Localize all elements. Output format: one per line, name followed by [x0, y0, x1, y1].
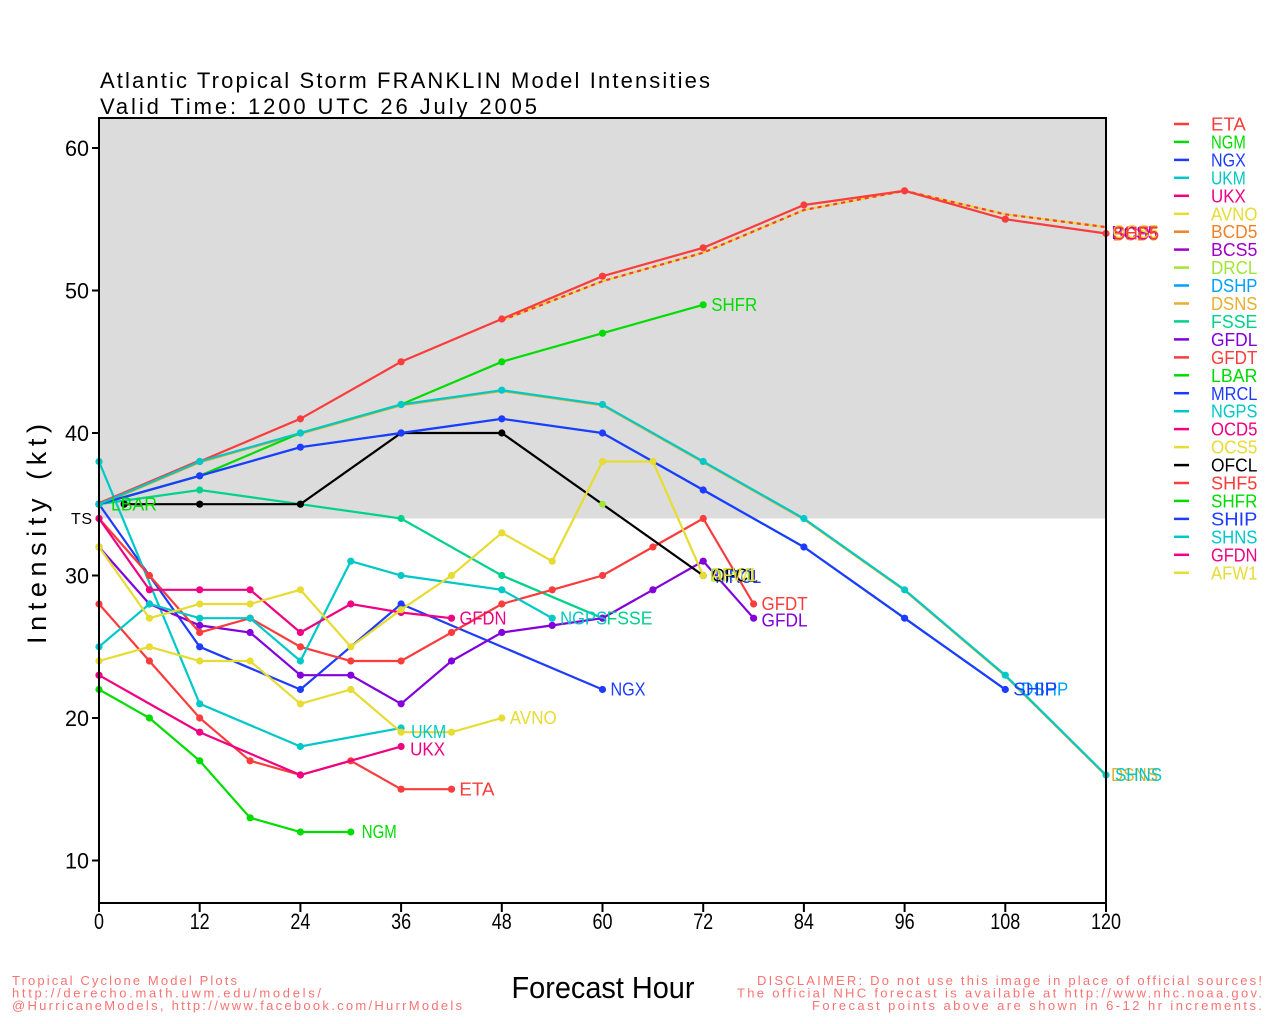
- svg-text:Forecast Hour: Forecast Hour: [512, 970, 695, 1005]
- svg-text:OCD5: OCD5: [1113, 223, 1159, 243]
- svg-text:MRCL: MRCL: [715, 567, 761, 587]
- svg-text:NGPS: NGPS: [1211, 402, 1257, 422]
- svg-text:DRCL: DRCL: [710, 566, 756, 586]
- svg-text:60: 60: [593, 909, 613, 934]
- svg-text:BCD5: BCD5: [1113, 225, 1159, 245]
- svg-text:SHFR: SHFR: [1211, 491, 1257, 511]
- svg-text:LBAR: LBAR: [1211, 366, 1257, 386]
- svg-text:The official NHC forecast is a: The official NHC forecast is available a…: [737, 986, 1262, 1001]
- svg-text:BCD5: BCD5: [1211, 222, 1257, 242]
- svg-text:GFDN: GFDN: [459, 608, 506, 628]
- svg-text:GFDT: GFDT: [1211, 348, 1257, 368]
- svg-text:48: 48: [492, 909, 512, 934]
- svg-text:@HurricaneModels, http://www.f: @HurricaneModels, http://www.facebook.co…: [12, 998, 462, 1013]
- svg-text:AVNO: AVNO: [510, 708, 557, 728]
- svg-text:AVNO: AVNO: [1211, 204, 1257, 224]
- svg-text:MRCL: MRCL: [1211, 384, 1257, 404]
- svg-text:DSHP: DSHP: [1211, 276, 1257, 296]
- svg-text:UKM: UKM: [411, 722, 446, 742]
- svg-text:96: 96: [895, 909, 915, 934]
- svg-text:OFCL: OFCL: [1211, 456, 1257, 476]
- svg-text:UKX: UKX: [1211, 186, 1246, 206]
- svg-text:36: 36: [391, 909, 411, 934]
- svg-text:SHNS: SHNS: [1115, 765, 1162, 785]
- svg-text:SHNS: SHNS: [1211, 527, 1257, 547]
- svg-text:UKM: UKM: [1211, 168, 1246, 188]
- svg-text:0: 0: [94, 909, 104, 934]
- svg-text:72: 72: [693, 909, 713, 934]
- svg-text:BCS5: BCS5: [1211, 240, 1257, 260]
- svg-text:50: 50: [65, 279, 89, 304]
- svg-text:FSSE: FSSE: [1211, 312, 1257, 332]
- svg-text:AFW1: AFW1: [1211, 563, 1257, 583]
- svg-text:30: 30: [65, 564, 89, 589]
- svg-text:GFDT: GFDT: [762, 594, 808, 614]
- svg-text:DRCL: DRCL: [1211, 258, 1257, 278]
- svg-text:20: 20: [65, 706, 89, 731]
- svg-text:ETA: ETA: [1211, 115, 1246, 135]
- svg-text:AFW1: AFW1: [711, 565, 757, 585]
- svg-text:UKX: UKX: [410, 740, 445, 760]
- svg-text:Intensity (kt): Intensity (kt): [22, 424, 52, 644]
- svg-text:FSSE: FSSE: [607, 608, 653, 628]
- svg-text:60: 60: [65, 136, 89, 161]
- svg-text:10: 10: [65, 849, 89, 874]
- svg-text:24: 24: [290, 909, 310, 934]
- svg-text:SHF5: SHF5: [1113, 223, 1159, 243]
- svg-text:40: 40: [65, 421, 89, 446]
- svg-text:OCS5: OCS5: [1113, 222, 1159, 242]
- svg-text:OCD5: OCD5: [1211, 420, 1257, 440]
- svg-text:http://derecho.math.uwm.edu/mo: http://derecho.math.uwm.edu/models/: [12, 986, 321, 1001]
- svg-text:NGPS: NGPS: [560, 608, 607, 628]
- svg-text:SHF5: SHF5: [1211, 474, 1257, 494]
- svg-text:DSHP: DSHP: [1021, 680, 1068, 700]
- svg-text:DSNS: DSNS: [1211, 294, 1257, 314]
- svg-text:SHIP: SHIP: [1211, 509, 1257, 529]
- svg-text:NGM: NGM: [362, 822, 397, 842]
- svg-text:SHFR: SHFR: [711, 295, 757, 315]
- svg-text:SHIP: SHIP: [1013, 680, 1057, 700]
- svg-text:GFDN: GFDN: [1211, 545, 1257, 565]
- svg-text:84: 84: [794, 909, 814, 934]
- svg-text:DSNS: DSNS: [1111, 765, 1158, 785]
- svg-text:NGM: NGM: [1211, 132, 1246, 152]
- svg-text:Atlantic Tropical Storm FRANKL: Atlantic Tropical Storm FRANKLIN Model I…: [100, 68, 710, 93]
- svg-text:108: 108: [990, 909, 1020, 934]
- svg-text:Valid Time: 1200 UTC 26 July 2: Valid Time: 1200 UTC 26 July 2005: [100, 94, 537, 119]
- svg-text:OCS5: OCS5: [1211, 438, 1257, 458]
- svg-text:BCS5: BCS5: [1112, 223, 1158, 243]
- svg-text:GFDL: GFDL: [1211, 330, 1257, 350]
- svg-text:120: 120: [1091, 909, 1121, 934]
- svg-text:NGX: NGX: [611, 680, 646, 700]
- svg-text:TS: TS: [71, 511, 92, 528]
- svg-text:12: 12: [190, 909, 210, 934]
- svg-text:ETA: ETA: [459, 779, 494, 799]
- svg-text:LBAR: LBAR: [111, 494, 157, 514]
- svg-text:GFDL: GFDL: [762, 610, 808, 630]
- svg-text:NGX: NGX: [1211, 150, 1246, 170]
- svg-text:OFCL: OFCL: [712, 566, 758, 586]
